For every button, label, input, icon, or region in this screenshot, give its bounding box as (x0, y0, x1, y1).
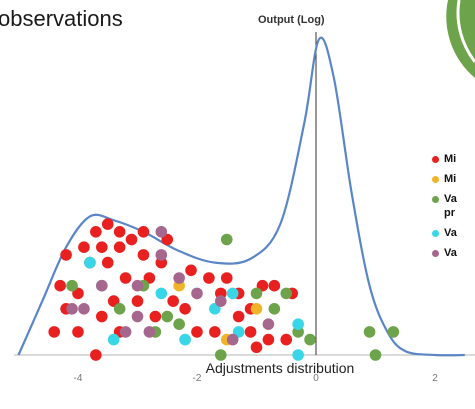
point-s4-10 (143, 326, 156, 338)
distribution-curve-layer (17, 36, 465, 357)
legend-item-2: Va pr (432, 192, 475, 222)
point-s0-41 (262, 333, 275, 346)
point-s2-7 (250, 287, 263, 300)
point-s2-4 (161, 310, 174, 323)
point-s3-0 (84, 256, 96, 269)
point-s0-27 (131, 295, 144, 307)
point-s4-8 (78, 303, 90, 315)
point-s0-14 (185, 264, 197, 277)
point-s4-4 (131, 279, 144, 292)
point-s0-2 (90, 226, 102, 238)
x-tick-3: 2 (432, 373, 438, 384)
point-s2-1 (66, 279, 78, 292)
legend-label-4: Va (444, 247, 457, 259)
point-s2-0 (220, 233, 233, 246)
point-s0-42 (280, 333, 293, 346)
legend-label-2: Va pr (444, 193, 457, 219)
point-s0-6 (96, 241, 108, 253)
legend-dot-0 (432, 156, 439, 163)
point-s0-4 (137, 226, 150, 238)
point-s4-6 (215, 295, 227, 307)
point-s0-35 (72, 326, 84, 338)
point-s0-16 (203, 272, 215, 284)
legend-dot-2 (432, 196, 439, 203)
point-s0-1 (113, 226, 126, 238)
point-s2-6 (173, 318, 185, 331)
point-s1-1 (250, 303, 263, 315)
legend-label-3: Va (444, 227, 457, 239)
point-s0-33 (179, 303, 191, 315)
legend: Mi Mi Va pr Va Va (432, 152, 475, 266)
point-s2-15 (369, 349, 382, 361)
point-s0-43 (250, 341, 263, 354)
point-s2-13 (363, 326, 376, 338)
point-s0-19 (54, 279, 66, 292)
point-s0-39 (209, 326, 221, 338)
point-s4-3 (96, 279, 108, 292)
point-s3-6 (292, 349, 304, 361)
y-axis-label: Output (Log) (258, 14, 325, 26)
point-s0-32 (149, 310, 162, 323)
point-s4-0 (155, 226, 168, 238)
point-s0-0 (101, 218, 114, 230)
legend-label-1: Mi (444, 173, 457, 185)
point-s3-5 (292, 318, 304, 331)
legend-item-0: Mi (432, 152, 475, 168)
legend-label-0: Mi (444, 153, 457, 165)
point-s4-13 (226, 333, 239, 346)
pie-slice (446, 0, 475, 78)
point-s0-5 (78, 241, 90, 253)
point-s0-40 (244, 326, 257, 338)
point-s2-3 (113, 303, 126, 315)
point-s4-7 (66, 303, 78, 315)
point-s2-14 (387, 326, 400, 338)
x-tick-0: -4 (74, 373, 83, 384)
point-s0-15 (220, 272, 233, 284)
legend-item-1: Mi (432, 172, 475, 188)
point-s0-13 (60, 249, 72, 261)
point-s0-28 (167, 295, 179, 307)
point-s2-10 (268, 303, 281, 315)
pie-chart-fragment (446, 0, 475, 78)
point-s2-8 (280, 287, 293, 300)
point-s3-2 (155, 287, 168, 300)
point-s0-31 (96, 310, 108, 323)
point-s4-2 (173, 272, 185, 284)
point-s3-4 (226, 287, 239, 300)
x-ticks: -4 -2 0 2 (74, 373, 439, 384)
point-s0-44 (90, 349, 102, 361)
legend-dot-4 (432, 250, 439, 257)
legend-dot-3 (432, 230, 439, 237)
point-s4-5 (191, 287, 203, 300)
point-s4-1 (155, 249, 168, 261)
point-s2-11 (304, 333, 316, 346)
legend-item-4: Va (432, 246, 475, 262)
point-s4-11 (262, 318, 275, 331)
point-s0-38 (191, 326, 203, 338)
point-s0-17 (119, 272, 132, 284)
x-tick-1: -2 (193, 373, 202, 384)
x-tick-2: 0 (313, 373, 319, 384)
point-s0-23 (268, 279, 281, 292)
point-s3-7 (107, 333, 120, 346)
legend-dot-1 (432, 176, 439, 183)
legend-item-3: Va (432, 226, 475, 242)
x-axis-label: Adjustments distribution (205, 360, 355, 376)
point-s4-12 (131, 310, 144, 323)
density-curve (17, 36, 465, 357)
pie-edge (456, 0, 475, 63)
point-s0-3 (125, 233, 138, 246)
point-s2-12 (215, 349, 227, 361)
point-s0-34 (232, 310, 245, 323)
point-s0-11 (137, 249, 150, 261)
chart-title: observations (0, 6, 123, 31)
point-s0-10 (101, 256, 114, 269)
point-s0-36 (48, 326, 60, 338)
point-s3-8 (179, 333, 191, 346)
points-layer (48, 218, 400, 361)
point-s0-7 (113, 241, 126, 253)
point-s4-9 (119, 326, 132, 338)
